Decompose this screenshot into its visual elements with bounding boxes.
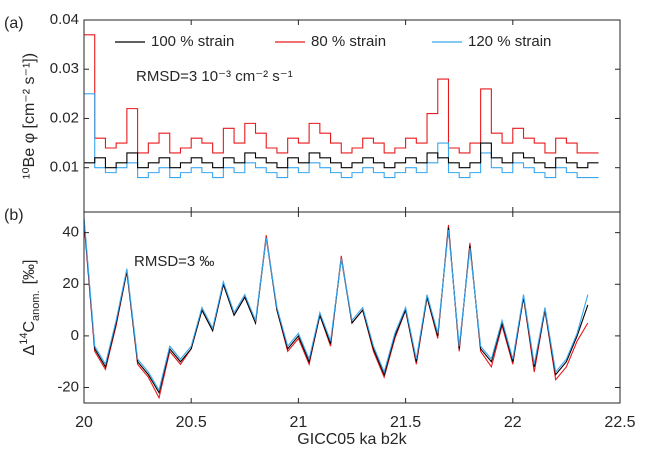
x-axis-label: GICC05 ka b2k: [297, 431, 407, 448]
panel-label: (b): [4, 207, 24, 224]
data-line: [84, 217, 589, 392]
y-tick-label: 20: [62, 275, 79, 292]
annotation: RMSD=3 10⁻³ cm⁻² s⁻¹: [136, 68, 293, 85]
legend-label: 120 % strain: [468, 33, 551, 50]
data-line: [84, 222, 589, 400]
y-tick-label: 0.01: [50, 159, 79, 176]
axes-frame: [83, 211, 621, 404]
y-tick-label: 0.04: [50, 11, 79, 28]
data-line: [84, 93, 599, 179]
x-tick-label: 22.5: [604, 414, 635, 431]
x-tick-label: 22: [504, 414, 522, 431]
plot-area: [84, 217, 589, 400]
x-tick-label: 20: [75, 414, 93, 431]
y-axis-label: Δ14Canom. [‰]: [18, 260, 42, 356]
data-line: [84, 142, 599, 169]
panel-label: (a): [4, 15, 24, 32]
y-axis-label-part: 14: [18, 333, 30, 345]
y-tick-label: 0.03: [50, 60, 79, 77]
legend-label: 80 % strain: [311, 33, 386, 50]
y-tick-label: 0: [71, 327, 79, 344]
legend-label: 100 % strain: [151, 33, 234, 50]
y-axis-label-part: [‰]: [21, 260, 38, 285]
y-axis-label-part: Δ: [21, 344, 38, 355]
x-tick-label: 21: [290, 414, 308, 431]
y-tick-label: 0.02: [50, 109, 79, 126]
x-tick-label: 20.5: [176, 414, 207, 431]
y-axis-label-part: anom.: [30, 290, 42, 321]
annotation: RMSD=3 ‰: [134, 253, 214, 270]
y-tick-label: -20: [57, 378, 79, 395]
x-tick-label: 21.5: [390, 414, 421, 431]
y-tick-label: 40: [62, 224, 79, 241]
y-axis-label: ¹⁰Be φ [cm⁻² s⁻¹]): [21, 53, 38, 179]
data-line: [84, 219, 589, 395]
y-axis-label-part: C: [21, 321, 38, 333]
plot-area: [84, 34, 599, 179]
data-line: [84, 34, 599, 154]
